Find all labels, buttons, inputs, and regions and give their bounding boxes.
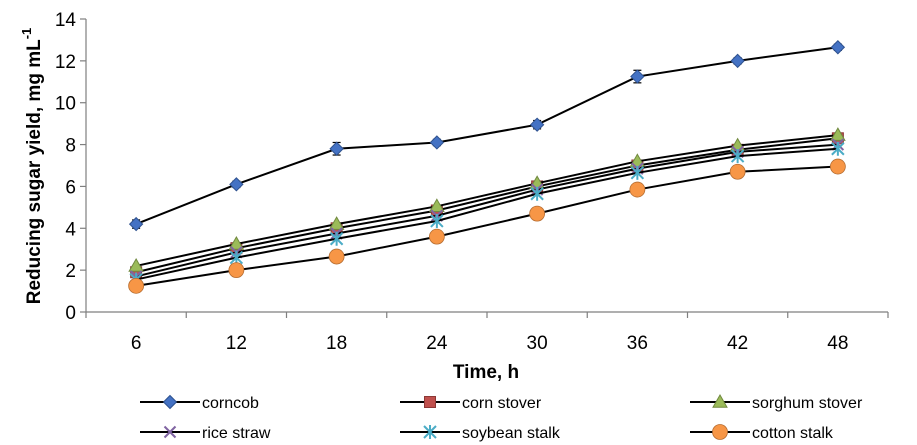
y-tick-label: 2: [65, 261, 76, 282]
data-point: [228, 235, 245, 250]
y-tick-label: 0: [65, 303, 76, 324]
y-axis-title-text: Reducing sugar yield, mg mL: [24, 39, 45, 304]
x-tick-label: 42: [727, 333, 748, 354]
data-point: [329, 141, 344, 156]
data-point: [128, 277, 145, 294]
legend-item: soybean stalk: [400, 425, 561, 442]
legend-item: sorghum stover: [690, 393, 863, 412]
x-tick-label: 12: [226, 333, 247, 354]
x-tick-label: 30: [527, 333, 548, 354]
x-tick-label: 36: [627, 333, 648, 354]
data-point: [830, 127, 846, 141]
legend-item: corncob: [140, 394, 259, 412]
data-point: [629, 181, 646, 198]
data-point: [128, 216, 144, 232]
data-point: [729, 163, 746, 180]
y-tick-label: 6: [65, 177, 76, 198]
data-point: [329, 231, 344, 246]
legend-swatch-marker: [712, 393, 728, 408]
y-axis-title: Reducing sugar yield, mg mL-1: [19, 28, 45, 305]
data-point: [730, 149, 745, 164]
y-tick-label: 8: [65, 136, 76, 157]
y-axis-title-superscript: -1: [19, 28, 34, 40]
y-tick-label: 14: [55, 10, 77, 31]
data-point: [430, 213, 444, 228]
data-point: [730, 53, 745, 69]
legend-label: corn stover: [462, 395, 542, 412]
x-tick-label: 24: [426, 333, 448, 354]
legend-label: sorghum stover: [752, 395, 863, 412]
data-point: [831, 141, 845, 156]
x-tick-label: 48: [827, 333, 848, 354]
legend-label: soybean stalk: [462, 425, 561, 442]
svg-text:Reducing sugar yield, mg mL-1: Reducing sugar yield, mg mL-1: [19, 28, 45, 305]
series-lines: [128, 40, 846, 294]
data-point: [429, 198, 445, 213]
data-point: [328, 216, 345, 230]
legend-swatch-marker: [163, 425, 177, 439]
data-point: [529, 205, 546, 222]
series-line: [135, 147, 838, 281]
series-line: [135, 143, 838, 278]
data-point: [530, 186, 544, 201]
data-point: [830, 40, 846, 55]
data-point: [228, 262, 245, 279]
legend-swatch-marker: [162, 394, 178, 410]
series-line: [135, 134, 838, 267]
legend-label: rice straw: [202, 425, 271, 442]
legend-item: corn stover: [400, 395, 542, 412]
y-tick-label: 12: [55, 52, 76, 73]
series-cotton-stalk: [128, 158, 846, 294]
x-tick-label: 18: [326, 333, 347, 354]
data-point: [829, 158, 846, 175]
x-axis-title: Time, h: [453, 362, 519, 383]
x-tick-label: 6: [131, 333, 142, 354]
data-point: [428, 228, 445, 245]
legend-label: corncob: [202, 395, 259, 412]
series-rice-straw: [129, 138, 845, 283]
y-tick-label: 4: [65, 219, 76, 240]
legend-swatch-marker: [712, 424, 728, 440]
legend-swatch-marker: [423, 425, 437, 439]
data-point: [229, 177, 244, 192]
y-tick-label: 10: [55, 94, 76, 115]
data-point: [429, 135, 445, 150]
legend: corncob corn stover sorghum stover rice str…: [140, 393, 863, 442]
data-point: [128, 257, 144, 272]
data-point: [630, 69, 645, 84]
legend-item: cotton stalk: [690, 424, 834, 442]
data-point: [529, 117, 545, 132]
legend-label: cotton stalk: [752, 425, 834, 442]
series-corncob: [128, 40, 846, 232]
legend-swatch-marker: [424, 396, 436, 408]
data-point: [630, 165, 645, 180]
series-line: [135, 137, 838, 274]
series-line: [135, 165, 838, 287]
data-point: [328, 248, 345, 265]
series-line: [135, 46, 839, 226]
series-soybean-stalk: [129, 141, 845, 287]
legend-item: rice straw: [140, 425, 271, 442]
